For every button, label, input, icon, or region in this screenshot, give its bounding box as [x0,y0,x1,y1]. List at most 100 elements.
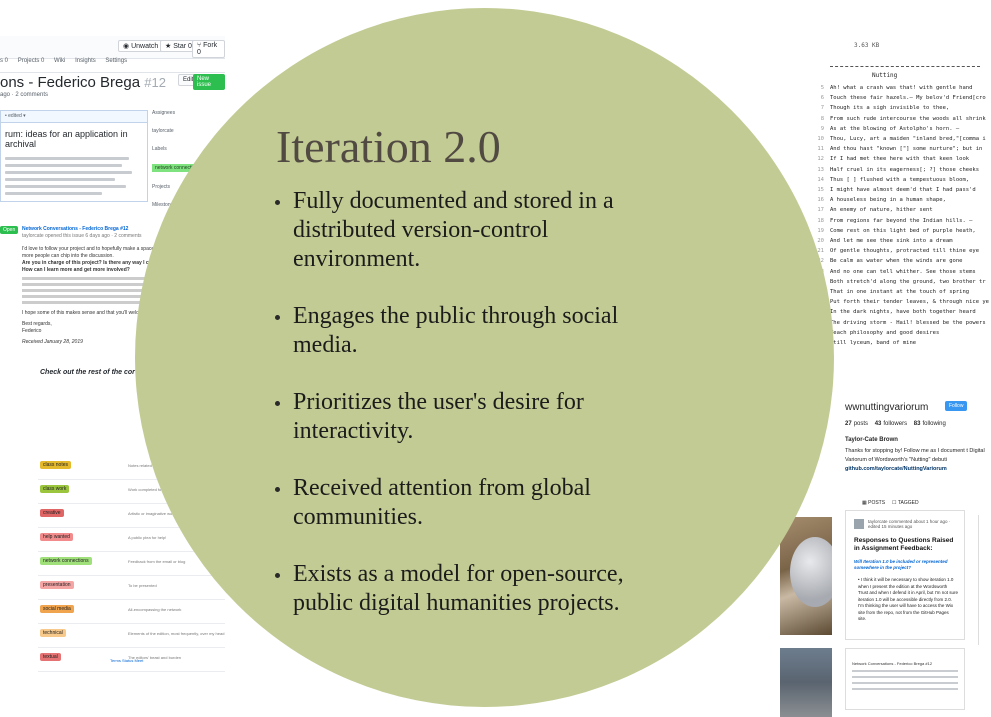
poem-line: 15 I might have almost deem'd that I had … [810,185,989,195]
label-description: Feedback from the email or blog [128,559,186,564]
milestone-heading: Milestone [152,202,174,208]
instagram-post[interactable]: taylorcate commented about 1 hour ago · … [845,510,965,640]
label-row: help wanted A public plea for help! [38,528,225,552]
text-line [22,277,212,280]
tab-issues[interactable]: s 0 [0,58,9,64]
poem-line: 7 Though its a sigh invisible to thee, [810,103,989,113]
comment-header: • edited ▾ [1,111,147,123]
line-text: Be calm as water when the winds are gone [830,258,963,265]
profile-stats: 27 posts 43 followers 83 following [845,421,946,427]
tab-wiki[interactable]: Wiki [54,58,66,64]
photo-thumbnail[interactable] [780,648,832,717]
divider [830,66,980,67]
text-line [852,688,958,690]
line-text: Of gentle thoughts, protracted till thin… [830,248,980,255]
labels-table: class notes Notes related to class class w… [38,456,225,672]
label-row: creative Artistic or imaginative work [38,504,225,528]
label-chip[interactable]: network connections [40,557,92,565]
github-footer[interactable]: Terms Status Meet [110,658,144,663]
label-chip[interactable]: social media [40,605,74,613]
tab-insights[interactable]: Insights [75,58,96,64]
line-text: Put forth their tender leaves, & through… [830,299,989,306]
line-text: still lyceum, band of mine [830,340,917,347]
fork-button[interactable]: ⑂ Fork 0 [192,40,225,58]
poem-line: 24Both stretch'd along the ground, two b… [810,277,989,287]
post-body: • I think it will be necessary to show i… [858,577,958,621]
post-headline: Responses to Questions Raised in Assignm… [854,537,954,552]
slide-title: Iteration 2.0 [276,121,501,172]
label-description: The editors' beast and burden [128,655,182,660]
tab-posts[interactable]: POSTS [868,500,886,506]
label-chip[interactable]: class work [40,485,70,493]
poem-lines: 5 Ah! what a crash was that! with gentle … [810,83,989,348]
label-chip[interactable]: network connections [152,164,204,172]
line-text: Both stretch'd along the ground, two bro… [830,278,986,285]
poem-line: 8 From such rude intercourse the woods al… [810,114,989,124]
photo-thumbnail[interactable] [780,517,832,635]
line-text: Thus [ ] flushed with a tempestuous bloo… [830,176,970,183]
grid-icon: ▦ [862,500,867,506]
assignee-user[interactable]: taylorcate [152,128,174,134]
poem-line: 19 Come rest on this light bed of purple … [810,226,989,236]
line-text: Come rest on this light bed of purple he… [830,227,976,234]
poem-line: 30still lyceum, band of mine [810,338,989,348]
post-question: Will Iteration 1.0 be included or repres… [854,559,948,570]
instagram-handle: wwnuttingvariorum [845,402,929,413]
thread-received: Received January 28, 2019 [22,339,83,345]
poem-line: 18 From regions far beyond the Indian hil… [810,216,989,226]
label-row: technical Elements of the edition, most f… [38,624,225,648]
line-text: And thou hast "known ["] some nurture"; … [830,146,983,153]
line-text: Touch these fair hazels.— My belov'd Fri… [830,95,986,102]
label-chip[interactable]: technical [40,629,66,637]
bullet-item: Received attention from global communiti… [275,474,645,532]
instagram-tabs: ▦ POSTS ☐ TAGGED [862,500,972,512]
follow-button[interactable]: Follow [945,401,968,411]
line-number: 8 [820,115,824,122]
instagram-post[interactable]: Network Conversations - Federico Brega #… [845,648,965,710]
tab-projects[interactable]: Projects 0 [17,58,45,64]
tab-tagged[interactable]: TAGGED [897,500,919,506]
poem-line: 26Put forth their tender leaves, & throu… [810,297,989,307]
profile-link[interactable]: github.com/taylorcate/NuttingVariorum [845,466,947,472]
label-chip[interactable]: textual [40,653,61,661]
line-text: Half cruel in its eagerness[; ?] those c… [830,166,980,173]
label-chip[interactable]: creative [40,509,64,517]
label-description: Notes related to class [128,463,167,468]
label-chip[interactable]: class notes [40,461,72,469]
poem-line: 27In the dark nights, have both together… [810,307,989,317]
line-text: That in one instant at the touch of spri… [830,289,970,296]
poem-line: 17 An enemy of nature, hither sent [810,205,989,215]
line-text: And let me see thee sink into a dream [830,238,953,245]
text-line [5,192,102,195]
label-chip[interactable]: presentation [40,581,74,589]
issue-sidebar: Assignees taylorcate Labels network connec… [152,110,222,220]
issue-comment: • edited ▾ rum: ideas for an application… [0,110,148,202]
poem-line: 25That in one instant at the touch of sp… [810,287,989,297]
new-issue-button[interactable]: New issue [193,74,225,90]
line-number: 7 [820,105,824,112]
text-line [852,676,958,678]
tag-icon: ☐ [892,500,897,506]
label-row: social media All-encompassing the network [38,600,225,624]
line-number: 10 [817,136,824,143]
issue-meta: ago · 2 comments [0,92,49,98]
tab-settings[interactable]: Settings [105,58,128,64]
slide-circle [135,8,834,707]
poem-line: 10 Thou, Lucy, art a maiden "inland bred,… [810,134,989,144]
thread-title[interactable]: Network Conversations - Federico Brega #… [22,226,129,232]
github-repo-header: ◉ Unwatch 2 ★ Star 0 ⑂ Fork 0 [0,36,225,59]
poem-line: 23And no one can tell whither. See those… [810,267,989,277]
line-text: As at the blowing of Astolpho's horn. — [830,125,960,132]
label-chip[interactable]: help wanted [40,533,73,541]
line-text: And no one can tell whither. See those s… [830,268,976,275]
poem-line: 11 And thou hast "known ["] some nurture"… [810,144,989,154]
post-user-line: taylorcate commented about 1 hour ago · … [868,519,951,529]
poem-line: 5 Ah! what a crash was that! with gentle … [810,83,989,93]
line-text: A houseless being in a human shape, [830,197,946,204]
bullet-icon [275,487,280,492]
label-description: Work completed for class [128,487,173,492]
poem-line: 6 Touch these fair hazels.— My belov'd Fr… [810,93,989,103]
line-number: 15 [817,187,824,194]
bullet-icon [275,200,280,205]
text-line [22,295,198,298]
